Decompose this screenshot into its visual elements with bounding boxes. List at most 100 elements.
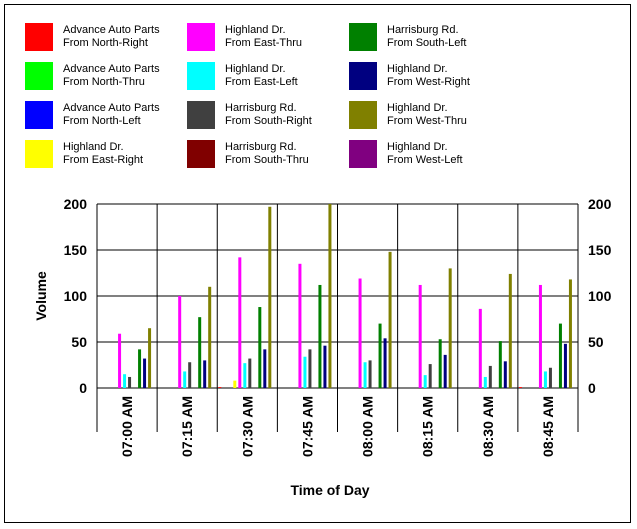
x-tick-label: 07:00 AM — [119, 396, 135, 457]
legend-swatch — [187, 140, 215, 168]
legend-label: From West-Thru — [387, 115, 467, 127]
legend-label: Harrisburg Rd. — [225, 141, 297, 153]
bar — [428, 364, 432, 388]
bar — [128, 376, 132, 388]
y-tick-label-right: 50 — [588, 334, 604, 350]
legend-label: Advance Auto Parts — [63, 102, 160, 114]
x-tick-label: 08:45 AM — [540, 396, 556, 457]
x-tick-label: 08:30 AM — [480, 396, 496, 457]
x-axis-title: Time of Day — [290, 482, 369, 498]
y-tick-label-left: 50 — [71, 334, 87, 350]
y-tick-label-right: 150 — [588, 242, 612, 258]
bar — [268, 206, 272, 388]
bar — [423, 375, 427, 388]
bar — [328, 204, 332, 388]
bar — [478, 308, 482, 388]
bar — [243, 363, 247, 388]
bar — [218, 387, 222, 388]
y-tick-label-right: 200 — [588, 196, 612, 212]
legend-label: From North-Right — [63, 37, 148, 49]
bar — [363, 362, 367, 388]
y-axis-title: Volume — [33, 271, 49, 321]
legend-swatch — [349, 101, 377, 129]
legend-label: Highland Dr. — [225, 63, 286, 75]
legend-swatch — [25, 23, 53, 51]
legend-label: From East-Right — [63, 154, 143, 166]
bar — [198, 317, 202, 388]
bar — [183, 371, 187, 388]
bar — [118, 333, 122, 388]
legend-label: Advance Auto Parts — [63, 63, 160, 75]
bar — [488, 365, 492, 388]
bar — [143, 358, 147, 388]
bar — [233, 380, 237, 388]
bar — [123, 374, 127, 388]
legend-label: From South-Left — [387, 37, 466, 49]
bar — [438, 339, 442, 388]
legend: Advance Auto Parts From North-Right Advanc… — [25, 23, 470, 168]
legend-swatch — [349, 23, 377, 51]
legend-label: From East-Left — [225, 76, 298, 88]
legend-label: Harrisburg Rd. — [387, 24, 459, 36]
bar — [558, 323, 562, 388]
legend-label: From West-Left — [387, 154, 463, 166]
chart-frame — [4, 4, 631, 523]
legend-label: From South-Thru — [225, 154, 309, 166]
bar — [308, 349, 312, 388]
legend-label: Highland Dr. — [63, 141, 124, 153]
legend-swatch — [187, 62, 215, 90]
bar — [358, 278, 362, 388]
x-tick-label: 07:45 AM — [299, 396, 315, 457]
bar — [378, 323, 382, 388]
y-tick-label-left: 100 — [64, 288, 88, 304]
bar — [263, 349, 267, 388]
bar — [238, 257, 242, 388]
legend-swatch — [349, 140, 377, 168]
legend-label: Highland Dr. — [387, 141, 448, 153]
bar — [178, 296, 182, 388]
bar — [208, 286, 212, 388]
plot-area: 0 0 50 50 100 100 150 150 200 200 07:00 AM 07:15 AM… — [64, 196, 612, 457]
legend-label: Highland Dr. — [387, 102, 448, 114]
bar — [508, 273, 512, 388]
bar — [248, 358, 252, 388]
bar — [548, 367, 552, 388]
y-tick-label-right: 0 — [588, 380, 596, 396]
bar — [503, 361, 507, 388]
bar — [483, 376, 487, 388]
legend-swatch — [349, 62, 377, 90]
bar — [303, 356, 307, 388]
bar — [318, 284, 322, 388]
legend-label: From North-Thru — [63, 76, 145, 88]
legend-swatch — [187, 23, 215, 51]
bar — [258, 307, 262, 388]
bar — [203, 360, 207, 388]
bar — [368, 360, 372, 388]
legend-swatch — [187, 101, 215, 129]
bar — [538, 284, 542, 388]
y-tick-label-left: 0 — [79, 380, 87, 396]
x-tick-label: 07:15 AM — [179, 396, 195, 457]
bar — [563, 343, 567, 388]
bar — [543, 371, 547, 388]
y-tick-label-right: 100 — [588, 288, 612, 304]
bar — [418, 284, 422, 388]
bar — [498, 341, 502, 388]
legend-label: From North-Left — [63, 115, 141, 127]
bar — [138, 349, 142, 388]
legend-swatch — [25, 140, 53, 168]
legend-label: From South-Right — [225, 115, 312, 127]
x-tick-label: 08:00 AM — [360, 396, 376, 457]
legend-label: Harrisburg Rd. — [225, 102, 297, 114]
bar — [518, 387, 522, 388]
bar — [443, 354, 447, 388]
bar — [383, 338, 387, 388]
bar — [298, 263, 302, 388]
bar — [448, 268, 452, 388]
legend-label: Highland Dr. — [225, 24, 286, 36]
y-tick-label-left: 150 — [64, 242, 88, 258]
x-tick-label: 08:15 AM — [420, 396, 436, 457]
bar — [388, 251, 392, 388]
x-tick-label: 07:30 AM — [239, 396, 255, 457]
